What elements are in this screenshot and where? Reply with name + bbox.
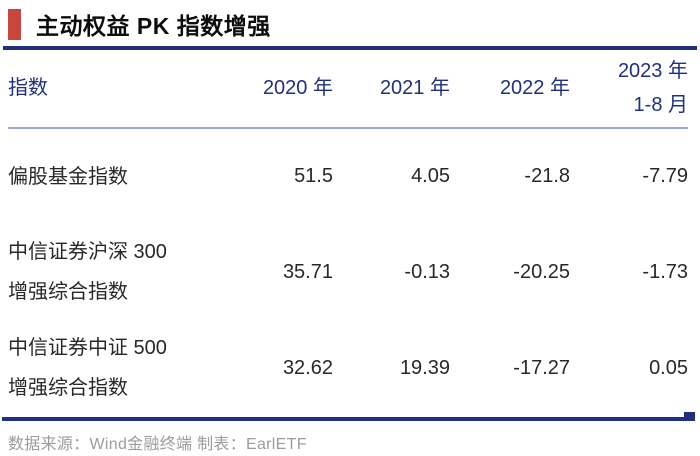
row-name-line1: 中信证券中证 500: [8, 337, 167, 359]
title-block: 主动权益 PK 指数增强: [8, 8, 271, 40]
row-name-line1: 偏股基金指数: [8, 165, 128, 188]
cell-value: 32.62: [282, 356, 333, 379]
cell-value: -21.8: [524, 165, 570, 187]
cell-value: -0.13: [404, 260, 450, 283]
column-header-index: 指数: [8, 49, 253, 129]
column-header-2020-label: 2020 年: [262, 77, 333, 99]
cell-value: 0.05: [649, 356, 688, 379]
row-name: 偏股基金指数: [8, 128, 253, 224]
index-performance-table: 指数 2020 年 2021 年 2022 年 2023 年 1-8 月 偏股基…: [8, 49, 688, 416]
cell-value: -20.25: [513, 260, 570, 283]
column-header-2020: 2020 年: [253, 49, 333, 129]
table-row-csi500-enhanced: 中信证券中证 500 增强综合指数 32.62 19.39 -17.27 0.0…: [8, 320, 688, 416]
column-header-2023-line2: 1-8 月: [633, 94, 688, 116]
cell-value: 4.05: [411, 165, 450, 187]
page-title: 主动权益 PK 指数增强: [36, 13, 271, 39]
column-header-2021-label: 2021 年: [379, 77, 450, 99]
column-header-2022-label: 2022 年: [499, 77, 570, 99]
cell-value: 35.71: [282, 260, 333, 283]
bottom-divider-notch: [684, 412, 695, 417]
row-name-line2: 增强综合指数: [8, 377, 128, 399]
column-header-2023-line1: 2023 年: [617, 60, 688, 82]
bottom-divider: [2, 417, 695, 421]
row-name-line1: 中信证券沪深 300: [8, 241, 167, 263]
column-header-2021: 2021 年: [333, 49, 450, 129]
row-name: 中信证券中证 500 增强综合指数: [8, 320, 253, 416]
cell-value: 51.5: [294, 165, 333, 187]
source-note: 数据来源：Wind金融终端 制表：EarlETF: [8, 436, 307, 453]
cell-value: -1.73: [642, 260, 688, 283]
cell-value: 19.39: [399, 356, 450, 379]
top-divider: [3, 46, 697, 50]
column-header-2023: 2023 年 1-8 月: [570, 49, 688, 129]
cell-value: -17.27: [513, 356, 570, 379]
row-name: 中信证券沪深 300 增强综合指数: [8, 224, 253, 320]
cell-value: -7.79: [642, 165, 688, 187]
row-name-line2: 增强综合指数: [8, 281, 128, 303]
table-row-csi300-enhanced: 中信证券沪深 300 增强综合指数 35.71 -0.13 -20.25 -1.…: [8, 224, 688, 320]
column-header-2022: 2022 年: [450, 49, 570, 129]
table-header-row: 指数 2020 年 2021 年 2022 年 2023 年 1-8 月: [8, 49, 688, 129]
table-row-equity-fund-index: 偏股基金指数 51.5 4.05 -21.8 -7.79: [8, 128, 688, 224]
red-accent-bar: [8, 8, 21, 40]
